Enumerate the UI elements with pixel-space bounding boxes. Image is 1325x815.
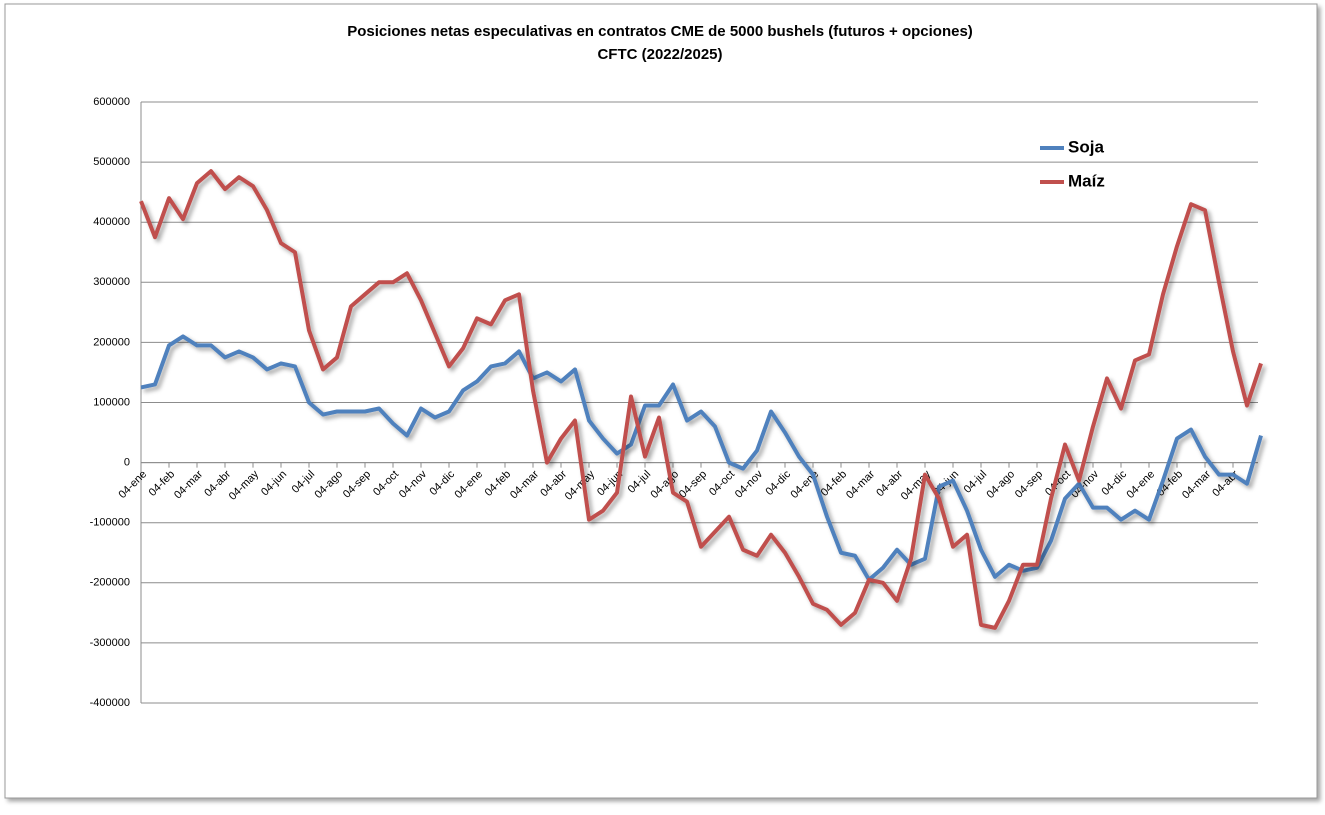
legend-label: Maíz xyxy=(1068,171,1105,190)
chart-title: Posiciones netas especulativas en contra… xyxy=(347,23,973,40)
series-line xyxy=(140,334,1263,582)
y-tick-label: -200000 xyxy=(90,577,130,589)
series-line xyxy=(139,169,1263,630)
chart-subtitle: CFTC (2022/2025) xyxy=(597,46,722,63)
y-tick-label: 600000 xyxy=(93,96,130,108)
y-tick-label: 0 xyxy=(124,457,130,469)
y-tick-label: 200000 xyxy=(93,336,130,348)
y-tick-label: -400000 xyxy=(90,697,130,709)
y-tick-label: 400000 xyxy=(93,216,130,228)
legend-label: Soja xyxy=(1068,137,1104,156)
y-tick-label: 100000 xyxy=(93,396,130,408)
y-tick-label: 300000 xyxy=(93,276,130,288)
y-tick-label: 500000 xyxy=(93,156,130,168)
y-tick-label: -100000 xyxy=(90,517,130,529)
y-tick-label: -300000 xyxy=(90,637,130,649)
